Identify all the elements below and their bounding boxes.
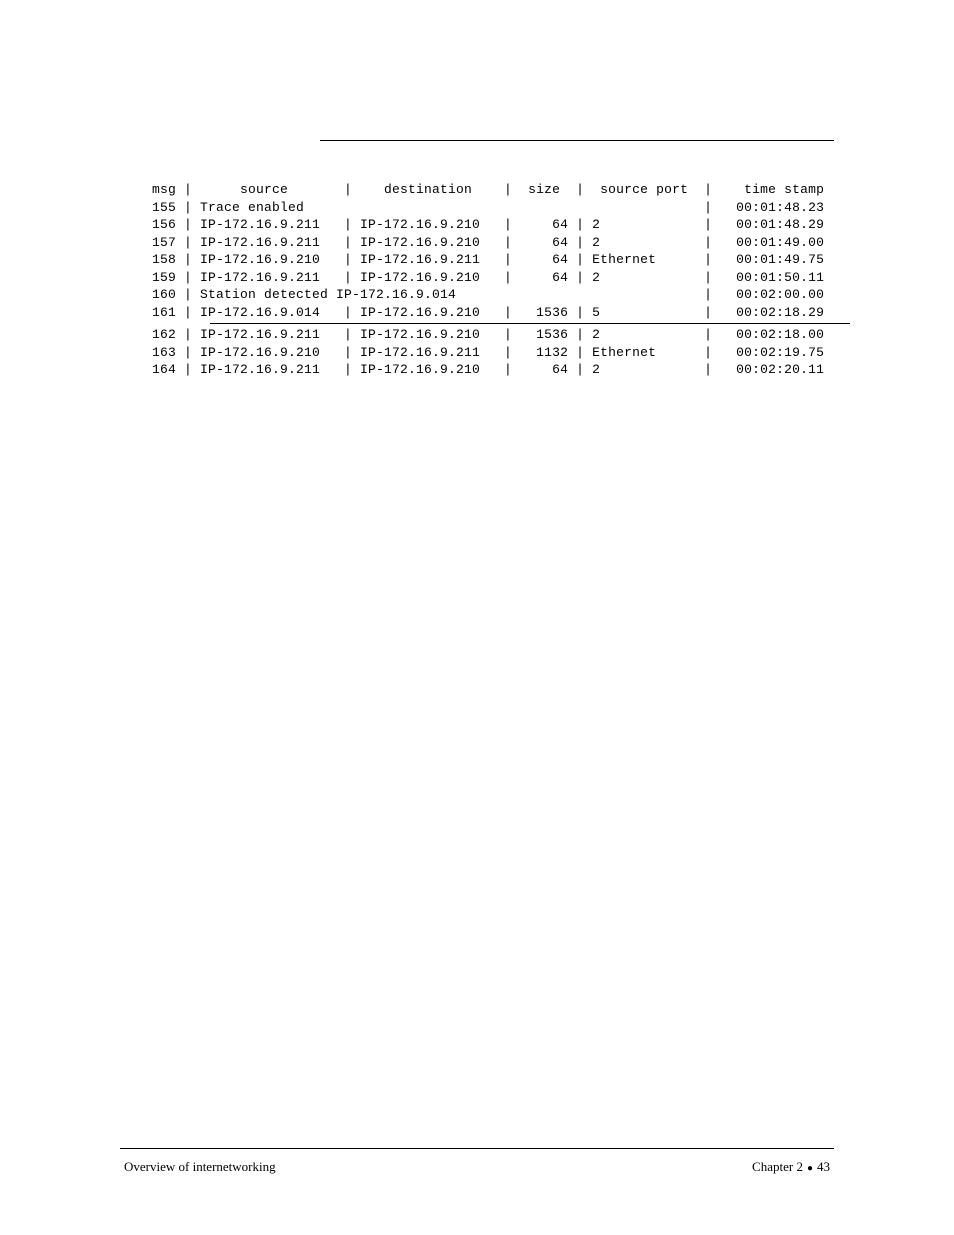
trace-divider [210,323,850,324]
footer-chapter: Chapter 2 [752,1159,803,1174]
bullet-icon: ● [807,1163,813,1174]
trace-table: msg | source | destination | size | sour… [120,181,834,379]
footer-right: Chapter 2 ● 43 [752,1159,830,1175]
footer-left: Overview of internetworking [124,1159,276,1175]
footer-rule [120,1148,834,1149]
header-rule [320,140,834,141]
page-container: msg | source | destination | size | sour… [0,0,954,1235]
footer-page: 43 [817,1159,830,1174]
footer: Overview of internetworking Chapter 2 ● 43 [120,1128,834,1175]
trace-rows-top: msg | source | destination | size | sour… [120,181,834,321]
footer-content: Overview of internetworking Chapter 2 ● 43 [120,1159,834,1175]
trace-rows-bottom: 162 | IP-172.16.9.211 | IP-172.16.9.210 … [120,326,834,379]
